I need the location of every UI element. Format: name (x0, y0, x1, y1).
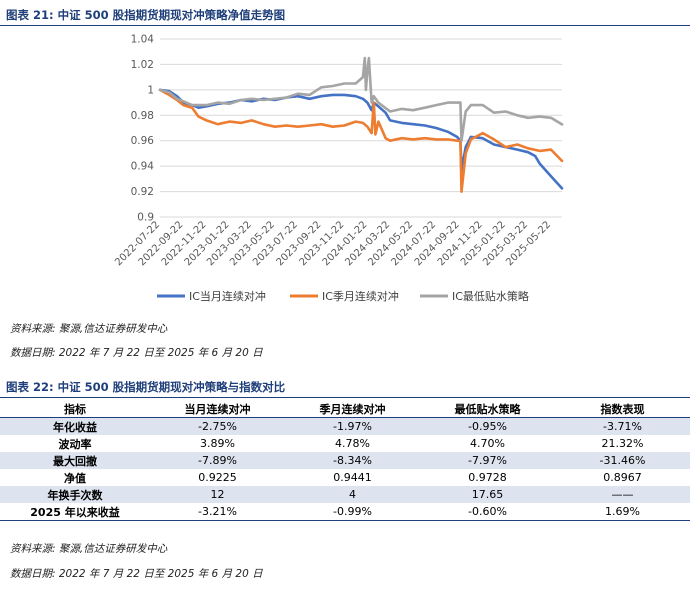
table-row: 2025 年以来收益 -3.21% -0.99% -0.60% 1.69% (0, 503, 690, 521)
header-metric: 指标 (0, 400, 150, 418)
table-cell: 21.32% (601, 437, 644, 450)
strategy-comparison-table: 指标 当月连续对冲 季月连续对冲 最低贴水策略 指数表现 年化收益 -2.75%… (0, 400, 690, 521)
y-tick-label: 1 (147, 84, 154, 96)
table-cell: 4.78% (335, 437, 370, 450)
table-cell: -1.97% (285, 417, 420, 435)
table-cell: -7.97% (420, 452, 555, 469)
table-row: 最大回撤 -7.89% -8.34% -7.97% -31.46% (0, 452, 690, 469)
series-line (158, 56, 564, 142)
y-tick-label: 0.92 (131, 186, 154, 198)
row-label: 净值 (64, 471, 86, 485)
row-label: 年换手次数 (0, 486, 150, 503)
table-cell: 0.9225 (198, 471, 237, 484)
table-cell: -0.60% (420, 503, 555, 521)
row-label: 最大回撤 (0, 452, 150, 469)
table-cell: -0.99% (285, 503, 420, 521)
figure-21-source: 资料来源: 聚源,信达证券研发中心 (10, 323, 168, 335)
table-header-row: 指标 当月连续对冲 季月连续对冲 最低贴水策略 指数表现 (0, 400, 690, 418)
legend-label: IC季月连续对冲 (322, 289, 399, 303)
figure-21-date-range: 数据日期: 2022 年 7 月 22 日至 2025 年 6 月 20 日 (10, 347, 263, 359)
table-cell: -31.46% (555, 452, 690, 469)
series-line (158, 88, 564, 190)
table-cell: 3.89% (200, 437, 235, 450)
table-cell: -0.95% (420, 417, 555, 435)
header-quarterly-hedge: 季月连续对冲 (285, 400, 420, 418)
table-row: 年换手次数 12 4 17.65 —— (0, 486, 690, 503)
row-label: 2025 年以来收益 (0, 503, 150, 521)
table-cell: -7.89% (150, 452, 285, 469)
table-cell: 0.9441 (333, 471, 372, 484)
figure-21-title: 图表 21: 中证 500 股指期货期现对冲策略净值走势图 (6, 8, 286, 22)
y-tick-label: 1.04 (131, 34, 155, 46)
table-cell: -3.71% (555, 417, 690, 435)
table-cell: 12 (150, 486, 285, 503)
table-cell: -2.75% (150, 417, 285, 435)
figure-22-title: 图表 22: 中证 500 股指期货期现对冲策略与指数对比 (6, 380, 286, 394)
table-cell: -3.21% (150, 503, 285, 521)
table-row: 净值 0.9225 0.9441 0.9728 0.8967 (0, 469, 690, 486)
figure-22-source: 资料来源: 聚源,信达证券研发中心 (10, 543, 168, 555)
header-index: 指数表现 (555, 400, 690, 418)
y-tick-label: 0.9 (137, 212, 154, 224)
table-cell: —— (555, 486, 690, 503)
row-label: 波动率 (58, 437, 92, 451)
table-cell: 4 (285, 486, 420, 503)
series-line (158, 88, 564, 193)
table-row: 年化收益 -2.75% -1.97% -0.95% -3.71% (0, 417, 690, 435)
figure-21-rule (0, 25, 690, 26)
table-cell: 0.8967 (603, 471, 642, 484)
header-monthly-hedge: 当月连续对冲 (150, 400, 285, 418)
y-tick-label: 1.02 (131, 59, 154, 71)
legend-label: IC当月连续对冲 (189, 289, 266, 303)
table-cell: 1.69% (555, 503, 690, 521)
table-cell: 0.9728 (468, 471, 507, 484)
y-tick-label: 0.96 (131, 135, 155, 147)
y-tick-label: 0.94 (131, 161, 155, 173)
y-tick-label: 0.98 (131, 110, 154, 122)
row-label: 年化收益 (0, 417, 150, 435)
table-cell: -8.34% (285, 452, 420, 469)
table-cell: 17.65 (420, 486, 555, 503)
table-cell: 4.70% (470, 437, 505, 450)
legend-label: IC最低贴水策略 (452, 289, 529, 303)
net-value-line-chart: 0.90.920.940.960.9811.021.042022-07-2220… (113, 34, 564, 303)
header-min-discount: 最低贴水策略 (420, 400, 555, 418)
table-row: 波动率 3.89% 4.78% 4.70% 21.32% (0, 435, 690, 452)
figure-22-date-range: 数据日期: 2022 年 7 月 22 日至 2025 年 6 月 20 日 (10, 568, 263, 580)
figure-22-rule (0, 397, 690, 398)
